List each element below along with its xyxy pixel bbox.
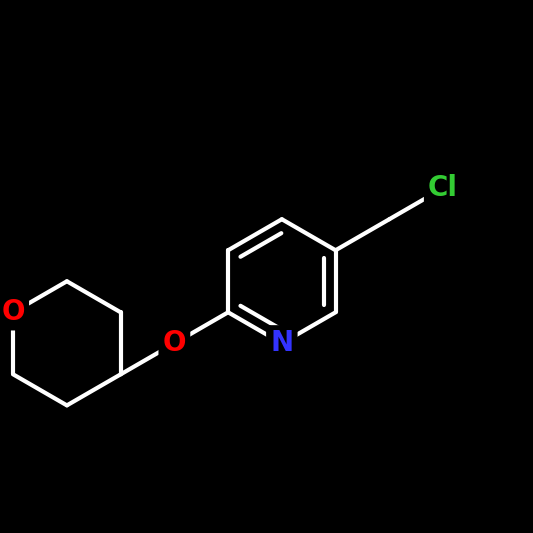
- Text: N: N: [270, 329, 293, 357]
- Text: Cl: Cl: [428, 174, 458, 202]
- Text: O: O: [163, 329, 186, 357]
- Text: O: O: [2, 298, 25, 326]
